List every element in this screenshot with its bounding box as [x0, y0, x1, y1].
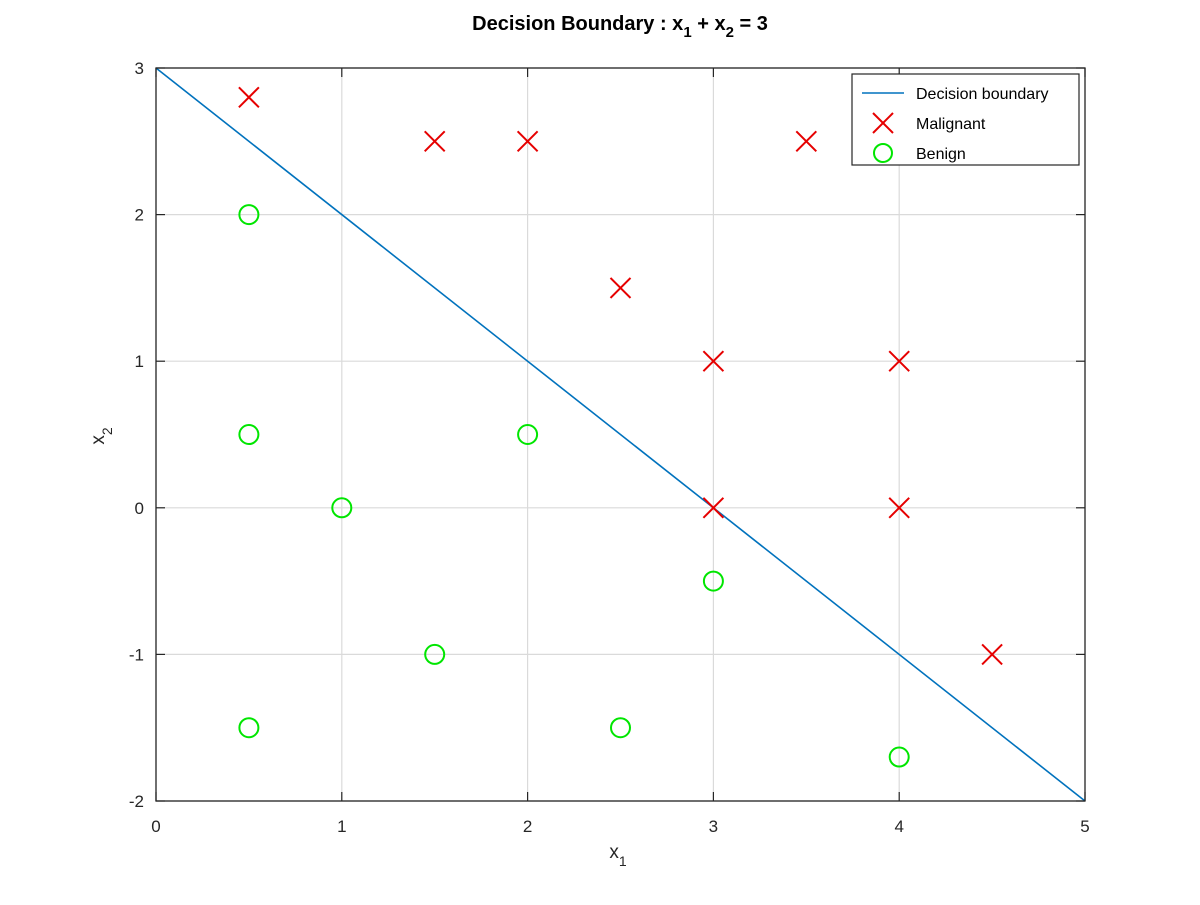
benign-point	[610, 717, 631, 739]
benign-point	[238, 717, 260, 739]
malignant-point	[609, 277, 632, 299]
x-tick-label: 5	[1080, 817, 1089, 836]
y-tick-label: 3	[135, 59, 144, 78]
x-tick-label: 2	[523, 817, 532, 836]
legend-label: Malignant	[916, 116, 986, 133]
x-marker-stroke	[702, 350, 725, 372]
x-marker-stroke	[609, 277, 632, 299]
y-tick-label: 1	[135, 352, 144, 371]
x-marker-stroke	[702, 497, 725, 519]
x-marker-stroke	[423, 130, 446, 153]
y-axis-label: x2	[88, 427, 115, 445]
malignant-point	[702, 350, 725, 372]
x-marker-stroke	[516, 130, 539, 153]
x-axis-label: x1	[609, 842, 627, 869]
legend: Decision boundary Malignant Benign	[851, 73, 1080, 166]
x-marker-stroke	[795, 130, 818, 153]
malignant-point	[423, 130, 446, 153]
legend-box	[851, 73, 1080, 166]
legend-items: Decision boundary Malignant Benign	[862, 86, 1049, 163]
benign-point	[331, 497, 353, 519]
decision-boundary-series	[155, 67, 1086, 802]
decision-boundary-line	[155, 67, 1086, 802]
x-tick-label: 3	[709, 817, 718, 836]
chart-title: Decision Boundary : x1 + x2 = 3	[472, 13, 768, 41]
malignant-point	[702, 497, 725, 519]
marker-series	[238, 86, 1003, 768]
benign-point	[238, 204, 260, 226]
legend-label: Decision boundary	[916, 86, 1049, 103]
axis-ticks: 0 1 2 3 4 5 -2 -1 0 1 2 3	[129, 59, 1090, 836]
legend-label: Benign	[916, 146, 966, 163]
malignant-point	[238, 86, 260, 109]
x-tick-label: 4	[894, 817, 903, 836]
legend-malignant-swatch	[872, 112, 894, 134]
legend-benign-swatch	[873, 143, 893, 163]
x-marker-stroke	[872, 112, 894, 134]
y-tick-label: -1	[129, 645, 144, 664]
y-tick-label: -2	[129, 792, 144, 811]
y-tick-label: 2	[135, 206, 144, 225]
x-tick-label: 0	[151, 817, 160, 836]
benign-point	[702, 570, 724, 592]
x-marker-stroke	[238, 86, 260, 109]
malignant-point	[795, 130, 818, 153]
benign-point	[424, 643, 446, 665]
malignant-point	[516, 130, 539, 153]
x-marker-stroke	[888, 350, 910, 372]
x-tick-label: 1	[337, 817, 346, 836]
benign-point	[888, 746, 910, 768]
y-tick-label: 0	[135, 499, 144, 518]
malignant-point	[981, 643, 1003, 666]
x-marker-stroke	[981, 643, 1003, 666]
malignant-point	[888, 497, 910, 519]
malignant-point	[888, 350, 910, 372]
benign-point	[238, 424, 260, 445]
x-marker-stroke	[888, 497, 910, 519]
axes-box	[155, 67, 1086, 802]
benign-point	[517, 424, 539, 445]
